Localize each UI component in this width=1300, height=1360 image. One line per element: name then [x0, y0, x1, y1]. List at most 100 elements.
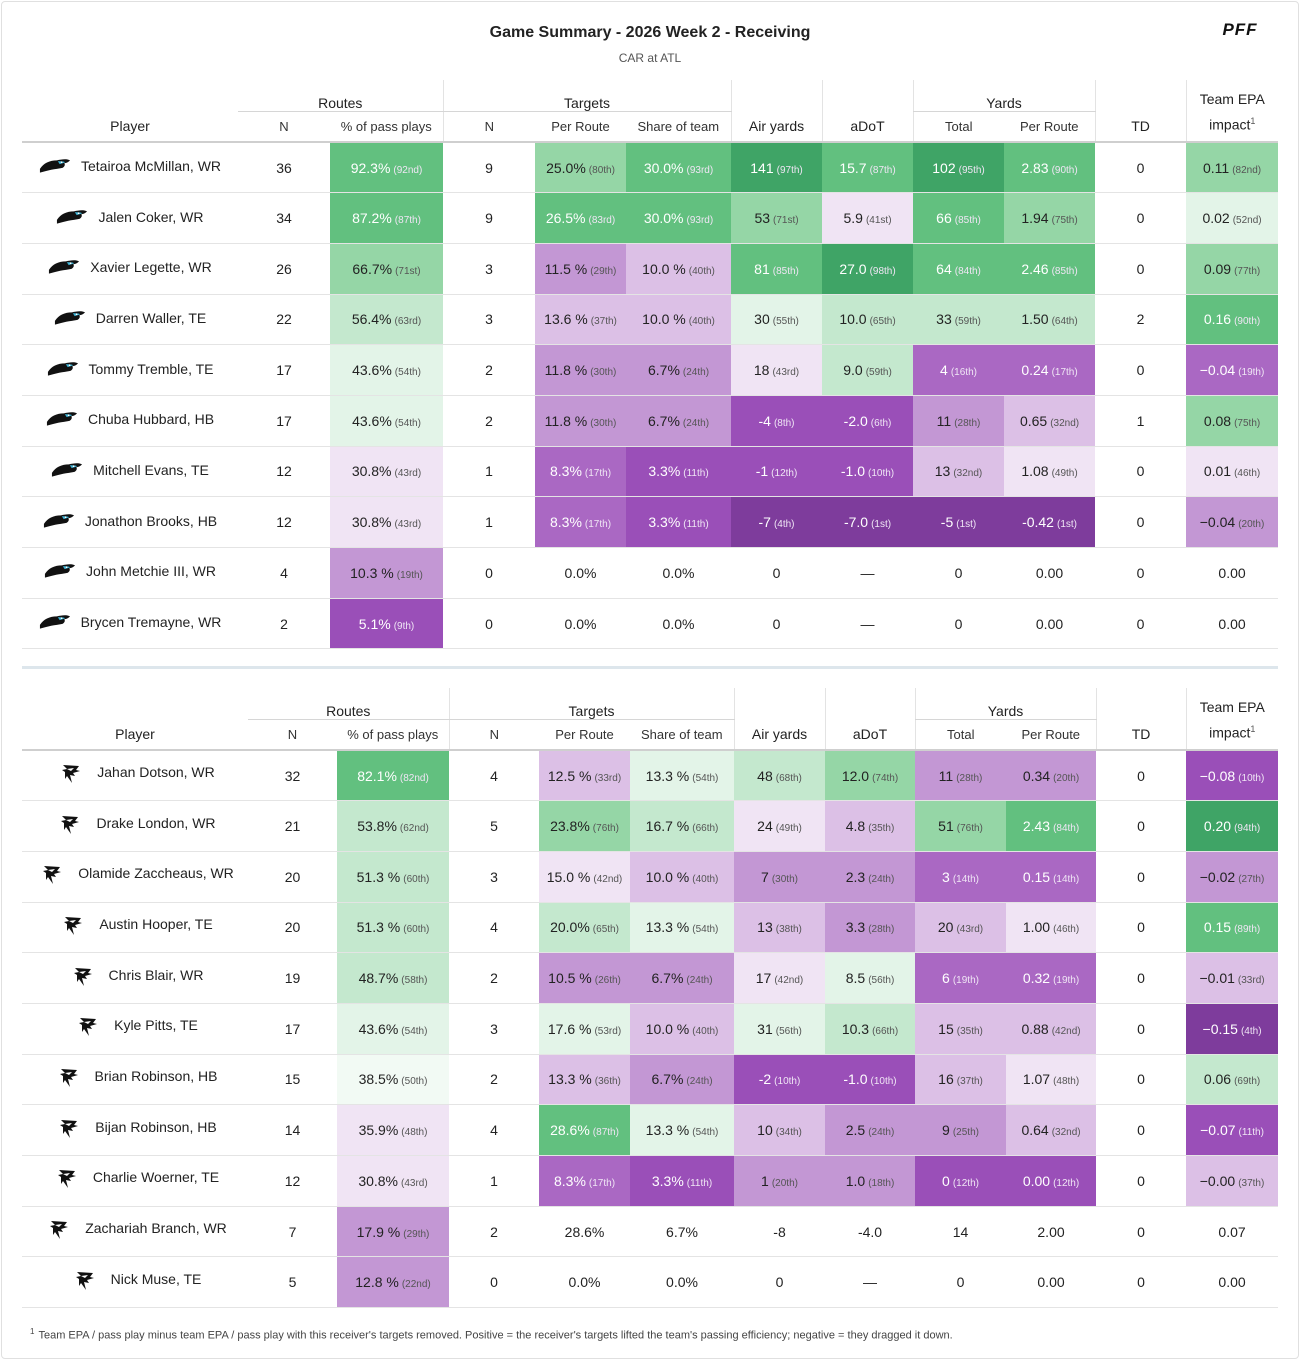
player-name: Nick Muse, TE: [110, 1270, 202, 1287]
cell-share: 0.0%: [630, 1256, 735, 1309]
cell-adot: 8.5 (56th): [825, 952, 916, 1004]
cell-routes-pct: 43.6% (54th): [330, 395, 444, 447]
value: 1.50: [1021, 311, 1049, 328]
cell-targets-n: 3: [443, 294, 536, 346]
rank-label: (84th): [954, 265, 981, 277]
value: 0.00: [1218, 1274, 1246, 1291]
value: -1.0: [840, 463, 866, 480]
rank-label: (4th): [1240, 1025, 1262, 1037]
cell-targets-n: 3: [449, 851, 540, 903]
rank-label: (32nd): [1050, 417, 1080, 429]
cell-air-yards: 13 (38th): [734, 902, 826, 954]
value: −0.02: [1199, 868, 1236, 885]
footnote: 1 Team EPA / pass play minus team EPA / p…: [30, 1327, 953, 1342]
rank-label: (87th): [592, 1127, 619, 1139]
cell-epa: 0.11 (82nd): [1186, 142, 1279, 194]
panther-icon: [46, 409, 78, 429]
player-cell: Jalen Coker, WR: [22, 192, 238, 244]
yards-total-header: Total: [914, 719, 1007, 751]
table-row: Nick Muse, TE 5 12.8 % (22nd) 0 0.0% 0.0% 0—0 0.…: [22, 1256, 1279, 1309]
cell-per-route: 0.0%: [539, 1256, 631, 1309]
cell-yards-per-route: 1.50 (64th): [1004, 294, 1096, 346]
cell-adot: 10.0 (65th): [822, 294, 914, 346]
table-row: Mitchell Evans, TE 12 30.8% (43rd) 1 8.3% (17t…: [22, 446, 1279, 498]
value: 0.08: [1203, 412, 1232, 429]
rank-label: (66th): [872, 1025, 899, 1037]
value: 13.3 %: [645, 1122, 690, 1139]
value: 0: [954, 564, 963, 581]
rank-label: (75th): [1051, 215, 1078, 227]
cell-adot: 10.3 (66th): [825, 1003, 916, 1055]
value: 31: [757, 1020, 773, 1037]
cell-adot: 12.0 (74th): [825, 750, 916, 802]
player-name: Brycen Tremayne, WR: [80, 614, 222, 631]
panther-icon: [44, 561, 76, 581]
value: 8.3%: [553, 1172, 586, 1189]
table-row: Jalen Coker, WR 34 87.2% (87th) 9 26.5% (83rd)…: [22, 192, 1279, 244]
cell-yards-per-route: 0.34 (20th): [1006, 750, 1097, 802]
player-name: Jalen Coker, WR: [98, 208, 204, 225]
cell-yards-total: 102 (95th): [913, 142, 1005, 194]
rank-label: (65th): [592, 924, 619, 936]
value: 13.3 %: [645, 767, 690, 784]
value: 10.0 %: [645, 868, 690, 885]
rank-label: (37th): [590, 316, 617, 328]
panther-icon: [47, 359, 79, 379]
table-row: Jonathon Brooks, HB 12 30.8% (43rd) 1 8.3% (17…: [22, 496, 1279, 548]
player-cell: Olamide Zaccheaus, WR: [22, 851, 248, 903]
cell-air-yards: 0: [731, 598, 823, 650]
value: 0: [942, 1172, 950, 1189]
rank-label: (35th): [956, 1025, 983, 1037]
cell-yards-total: 66 (85th): [913, 192, 1005, 244]
cell-adot: 15.7 (87th): [822, 142, 914, 194]
air-yards-spacer: [730, 80, 823, 111]
cell-td: 0: [1096, 1256, 1187, 1309]
rank-label: (28th): [954, 417, 981, 429]
cell-routes-pct: 17.9 % (29th): [337, 1206, 450, 1258]
rank-label: (54th): [692, 924, 719, 936]
rank-label: (65th): [869, 316, 896, 328]
adot-spacer: [821, 80, 914, 111]
rank-label: (24th): [686, 1076, 713, 1088]
value: −0.07: [1200, 1122, 1236, 1139]
value: 0.0%: [662, 564, 695, 581]
cell-targets-n: 9: [443, 192, 536, 244]
value: 43.6%: [352, 412, 392, 429]
value: 0.0%: [662, 615, 695, 632]
air-yards-spacer: [733, 688, 826, 719]
cell-routes-pct: 12.8 % (22nd): [337, 1256, 450, 1309]
value: 87.2%: [352, 210, 392, 227]
cell-share: 6.7% (24th): [626, 395, 732, 447]
rank-label: (24th): [682, 367, 710, 379]
cell-share: 16.7 % (66th): [630, 800, 735, 852]
cell-yards-per-route: 2.83 (90th): [1004, 142, 1096, 194]
value: 0.02: [1202, 210, 1230, 227]
cell-per-route: 0.0%: [535, 598, 627, 650]
value: 1.0: [845, 1172, 866, 1189]
value: 5.9: [843, 210, 863, 227]
air-yards-header: Air yards: [733, 719, 826, 751]
air-yards-header: Air yards: [730, 111, 823, 143]
cell-yards-per-route: 1.08 (49th): [1004, 446, 1096, 498]
cell-routes-n: 4: [238, 547, 330, 599]
table-row: John Metchie III, WR 4 10.3 % (19th) 0 0.0% 0.…: [22, 547, 1279, 599]
player-cell: Brian Robinson, HB: [22, 1054, 248, 1106]
value: 13.6 %: [544, 311, 588, 328]
cell-per-route: 25.0% (80th): [535, 142, 627, 194]
value: 2.5: [845, 1122, 866, 1139]
cell-air-yards: 1 (20th): [734, 1155, 826, 1207]
value: 3.3%: [648, 514, 681, 531]
cell-air-yards: 0: [731, 547, 823, 599]
targets-n-header: N: [442, 111, 536, 143]
value: 4: [940, 362, 948, 379]
cell-routes-n: 2: [238, 598, 330, 650]
cell-air-yards: 31 (56th): [734, 1003, 826, 1055]
cell-yards-total: 13 (32nd): [913, 446, 1005, 498]
rank-label: (27th): [1238, 873, 1265, 885]
cell-adot: -7.0 (1st): [822, 496, 914, 548]
cell-epa: 0.01 (46th): [1186, 446, 1279, 498]
epa-header: Team EPA impact1: [1185, 80, 1279, 143]
value: 2.3: [845, 868, 866, 885]
rank-label: (71st): [395, 265, 421, 277]
value: 17.9 %: [356, 1223, 401, 1240]
